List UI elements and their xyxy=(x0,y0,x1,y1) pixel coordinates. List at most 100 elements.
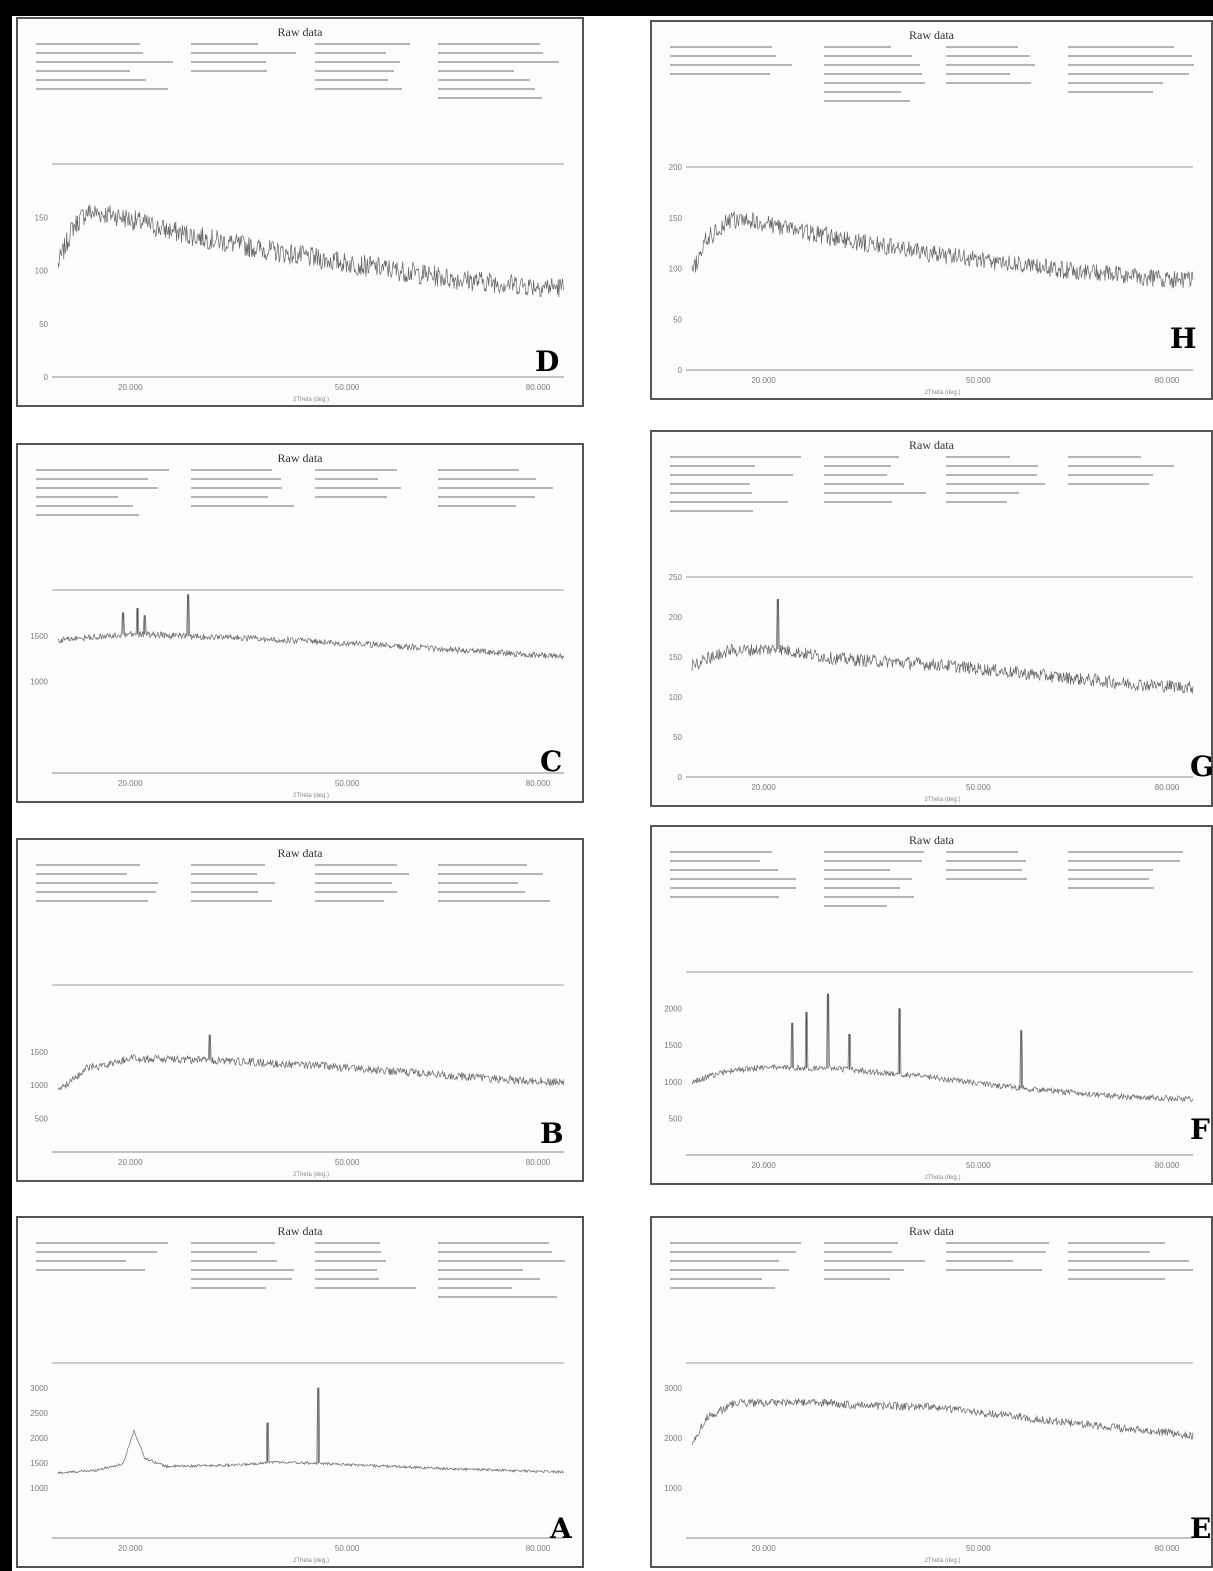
header-text-line xyxy=(191,891,259,893)
header-text-line xyxy=(823,100,910,102)
header-text-line xyxy=(438,1278,540,1280)
header-text-line xyxy=(191,1251,258,1253)
header-text-line xyxy=(191,873,258,875)
panel-label-a: A xyxy=(550,1512,572,1545)
header-text-line xyxy=(438,52,543,54)
y-tick-label: 50 xyxy=(673,733,682,742)
y-tick-label: 1000 xyxy=(664,1484,682,1493)
header-text-line xyxy=(314,43,410,45)
header-text-line xyxy=(1068,860,1180,862)
y-tick-label: 1000 xyxy=(30,678,48,687)
header-text-line xyxy=(36,505,134,507)
header-text-line xyxy=(314,496,387,498)
x-tick-label: 80.000 xyxy=(1155,1544,1180,1553)
header-text-line xyxy=(670,483,751,485)
panel-label-c: C xyxy=(540,745,563,778)
x-axis-label: 2Theta (deg.) xyxy=(924,797,960,803)
x-tick-label: 80.000 xyxy=(526,779,551,788)
header-text-line xyxy=(823,896,914,898)
y-tick-label: 3000 xyxy=(664,1384,682,1393)
xrd-plot: 1000 1500 20.000 50.000 80.000 2Theta (deg.) xyxy=(30,589,565,799)
panel-label-f: F xyxy=(1190,1113,1210,1146)
instrument-header-block xyxy=(670,456,1197,526)
header-text-line xyxy=(438,505,517,507)
header-text-line xyxy=(314,52,386,54)
header-text-line xyxy=(946,73,1010,75)
panel-label-h: H xyxy=(1170,322,1197,355)
header-text-line xyxy=(36,88,169,90)
x-tick-label: 50.000 xyxy=(335,1544,360,1553)
header-text-line xyxy=(191,52,296,54)
header-text-line xyxy=(314,864,398,866)
y-tick-label: 250 xyxy=(669,573,683,582)
header-text-line xyxy=(438,496,536,498)
header-text-line xyxy=(823,91,901,93)
header-text-line xyxy=(314,1269,377,1271)
header-text-line xyxy=(1068,82,1164,84)
x-tick-label: 50.000 xyxy=(335,1158,360,1167)
header-text-line xyxy=(946,878,1027,880)
x-tick-label: 50.000 xyxy=(966,1161,991,1170)
header-text-line xyxy=(36,469,169,471)
header-text-line xyxy=(670,1260,779,1262)
header-text-line xyxy=(823,82,925,84)
header-text-line xyxy=(670,1242,801,1244)
intensity-trace xyxy=(57,1034,565,1091)
header-text-line xyxy=(36,70,130,72)
header-text-line xyxy=(670,887,797,889)
header-text-line xyxy=(36,900,149,902)
instrument-header-block xyxy=(670,851,1197,921)
panel-title: Raw data xyxy=(909,1224,954,1238)
header-text-line xyxy=(314,873,409,875)
header-text-line xyxy=(438,487,553,489)
header-text-line xyxy=(438,79,531,81)
y-tick-label: 1500 xyxy=(664,1041,682,1050)
x-axis-label: 2Theta (deg.) xyxy=(293,793,329,799)
header-text-line xyxy=(670,64,793,66)
header-text-line xyxy=(36,478,149,480)
header-text-line xyxy=(946,492,1020,494)
header-text-line xyxy=(823,1278,891,1280)
y-tick-label: 1000 xyxy=(30,1484,48,1493)
instrument-header-block xyxy=(670,1242,1197,1312)
header-text-line xyxy=(191,1278,292,1280)
header-text-line xyxy=(1068,64,1194,66)
panel-e: Raw data 1000 2000 3000 20.000 50.000 80.000 2T… xyxy=(650,1216,1213,1568)
header-text-line xyxy=(438,864,527,866)
xrd-plot: 0 50 100 150 200 20.000 50.000 80.000 2Theta (de… xyxy=(669,163,1194,396)
y-tick-label: 2000 xyxy=(664,1434,682,1443)
y-tick-label: 150 xyxy=(669,653,683,662)
header-text-line xyxy=(438,97,543,99)
header-text-line xyxy=(314,882,392,884)
intensity-trace xyxy=(691,1398,1194,1446)
header-text-line xyxy=(946,465,1039,467)
header-text-line xyxy=(191,900,273,902)
header-text-line xyxy=(670,1287,775,1289)
header-text-line xyxy=(314,487,401,489)
header-text-line xyxy=(823,483,904,485)
panel-h: Raw data 0 50 100 150 200 20.000 50.000 80.000 2T… xyxy=(650,20,1213,400)
header-text-line xyxy=(670,474,793,476)
header-text-line xyxy=(314,900,385,902)
header-text-line xyxy=(191,1269,294,1271)
header-text-line xyxy=(438,1296,558,1298)
x-tick-label: 20.000 xyxy=(118,1158,143,1167)
header-text-line xyxy=(823,501,892,503)
header-text-line xyxy=(670,851,773,853)
x-axis-label: 2Theta (deg.) xyxy=(293,397,329,403)
header-text-line xyxy=(946,851,1019,853)
y-tick-label: 2000 xyxy=(30,1434,48,1443)
header-text-line xyxy=(314,469,398,471)
x-tick-label: 20.000 xyxy=(751,1544,776,1553)
instrument-header-block xyxy=(36,864,568,934)
panel-d: Raw data 0 50 100 150 20.000 50.000 80.000 2Thet… xyxy=(16,17,584,407)
x-tick-label: 20.000 xyxy=(751,376,776,385)
header-text-line xyxy=(823,905,887,907)
header-text-line xyxy=(670,869,779,871)
header-text-line xyxy=(946,1269,1043,1271)
xrd-plot: 1000 1500 2000 2500 3000 20.000 50.000 80.000 2T… xyxy=(30,1362,565,1564)
x-axis-label: 2Theta (deg.) xyxy=(293,1172,329,1178)
header-text-line xyxy=(823,869,890,871)
header-text-line xyxy=(438,873,544,875)
y-tick-label: 0 xyxy=(678,366,683,375)
